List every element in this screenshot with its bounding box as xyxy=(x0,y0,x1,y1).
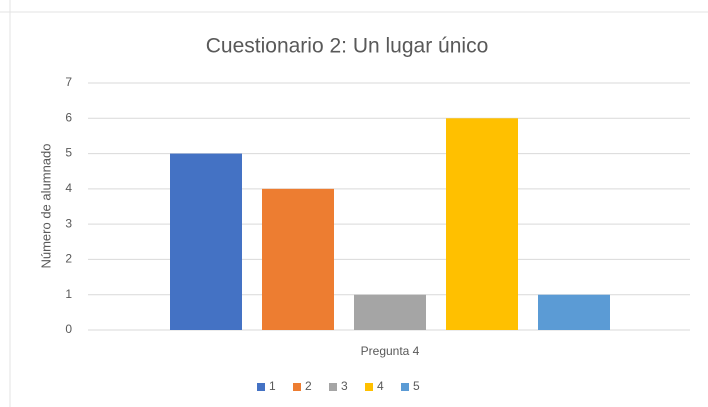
y-axis-label: Número de alumnado xyxy=(38,143,53,268)
legend-swatch xyxy=(257,383,265,391)
y-tick-label: 4 xyxy=(65,181,72,195)
legend-label: 4 xyxy=(377,379,384,393)
y-tick-label: 5 xyxy=(65,146,72,160)
y-tick-label: 6 xyxy=(65,110,72,124)
x-tick-label: Pregunta 4 xyxy=(361,344,420,358)
y-tick-label: 0 xyxy=(65,322,72,336)
legend-swatch xyxy=(293,383,301,391)
bar xyxy=(262,188,334,330)
legend-swatch xyxy=(365,383,373,391)
bar xyxy=(170,153,242,330)
bar xyxy=(538,294,610,330)
bar xyxy=(446,118,518,331)
bar xyxy=(354,294,426,330)
legend-swatch xyxy=(329,383,337,391)
chart-title: Cuestionario 2: Un lugar único xyxy=(206,35,489,58)
y-tick-label: 1 xyxy=(65,287,72,301)
legend-label: 1 xyxy=(269,379,276,393)
y-tick-label: 2 xyxy=(65,252,72,266)
legend-label: 5 xyxy=(413,379,420,393)
legend-swatch xyxy=(401,383,409,391)
y-tick-label: 3 xyxy=(65,216,72,230)
legend-label: 3 xyxy=(341,379,348,393)
legend-label: 2 xyxy=(305,379,312,393)
y-tick-label: 7 xyxy=(65,75,72,89)
